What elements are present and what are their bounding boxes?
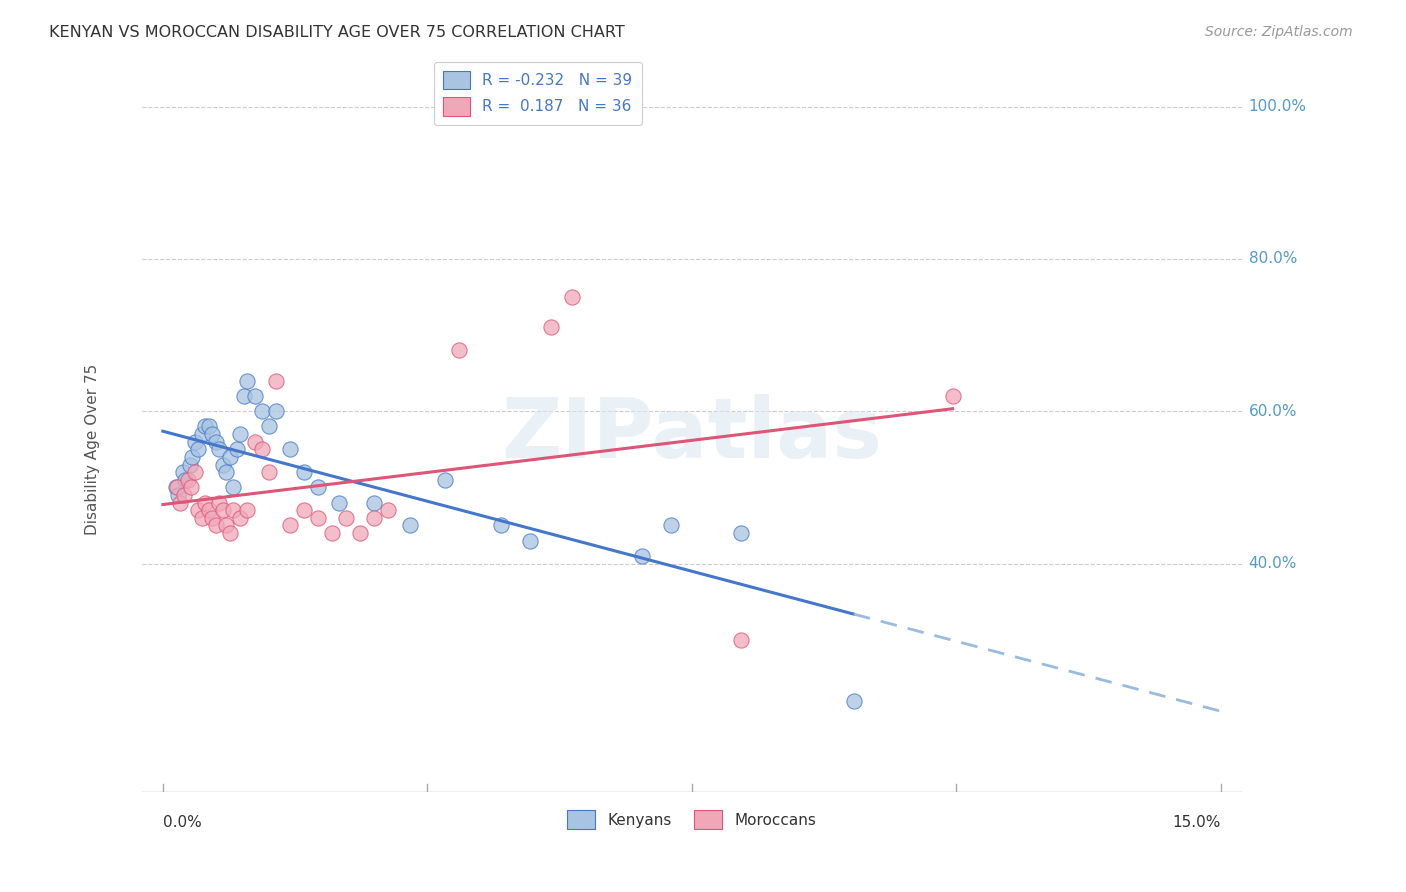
Point [225,442,247,457]
Point [236,374,259,388]
Point [363,495,385,509]
Point [197,419,219,434]
Point [349,526,371,541]
Text: 40.0%: 40.0% [1249,556,1298,571]
Point [187,442,209,457]
Point [176,473,198,487]
Point [321,526,343,541]
Point [180,480,202,494]
Text: Source: ZipAtlas.com: Source: ZipAtlas.com [1205,25,1353,39]
Point [232,389,254,403]
Point [204,518,226,533]
Point [398,518,420,533]
Text: 80.0%: 80.0% [1249,252,1298,267]
Point [173,488,195,502]
Legend: Kenyans, Moroccans: Kenyans, Moroccans [561,804,823,835]
Point [215,465,238,479]
Point [328,495,350,509]
Point [292,503,315,517]
Point [433,473,456,487]
Point [243,434,266,449]
Point [941,389,963,403]
Point [194,419,217,434]
Point [257,419,280,434]
Point [166,480,188,494]
Point [250,404,273,418]
Point [363,511,385,525]
Point [243,389,266,403]
Point [659,518,682,533]
Text: ZIPatlas: ZIPatlas [501,393,882,475]
Point [236,503,259,517]
Point [211,458,233,472]
Point [190,511,212,525]
Point [181,450,204,464]
Point [447,343,470,358]
Point [190,427,212,442]
Point [229,511,252,525]
Point [179,458,201,472]
Point [208,442,231,457]
Point [204,434,226,449]
Point [222,503,245,517]
Point [201,427,224,442]
Point [257,465,280,479]
Text: 0.0%: 0.0% [163,814,201,830]
Point [730,526,752,541]
Point [183,434,205,449]
Point [218,450,240,464]
Point [201,511,224,525]
Point [519,533,541,548]
Point [278,442,301,457]
Point [250,442,273,457]
Point [842,693,865,707]
Text: 100.0%: 100.0% [1249,99,1306,114]
Point [208,495,231,509]
Point [165,480,187,494]
Point [307,480,329,494]
Point [561,290,583,304]
Point [307,511,329,525]
Point [229,427,252,442]
Text: KENYAN VS MOROCCAN DISABILITY AGE OVER 75 CORRELATION CHART: KENYAN VS MOROCCAN DISABILITY AGE OVER 7… [49,25,624,40]
Point [335,511,357,525]
Point [183,465,205,479]
Text: Disability Age Over 75: Disability Age Over 75 [84,364,100,535]
Point [215,518,238,533]
Point [211,503,233,517]
Point [172,465,194,479]
Point [264,404,287,418]
Point [631,549,654,563]
Point [222,480,245,494]
Point [174,473,197,487]
Point [278,518,301,533]
Point [292,465,315,479]
Point [187,503,209,517]
Point [730,632,752,647]
Point [169,495,191,509]
Point [540,320,562,334]
Point [491,518,513,533]
Point [377,503,399,517]
Point [197,503,219,517]
Point [194,495,217,509]
Text: 15.0%: 15.0% [1173,814,1220,830]
Point [167,488,190,502]
Point [218,526,240,541]
Point [264,374,287,388]
Text: 60.0%: 60.0% [1249,404,1298,418]
